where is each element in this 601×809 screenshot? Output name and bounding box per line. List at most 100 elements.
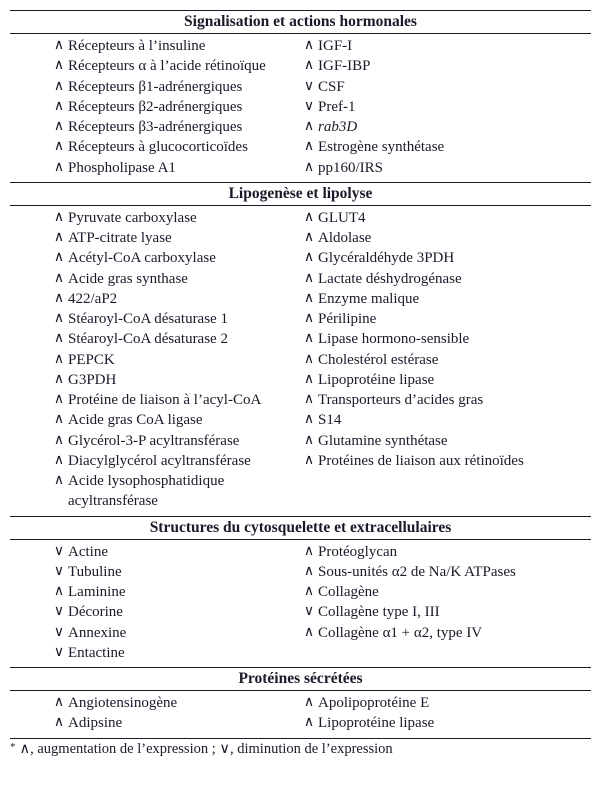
section-rows: ∧Pyruvate carboxylase∧GLUT4∧ATP-citrate …	[10, 206, 591, 514]
cell-right: ∧Glutamine synthétase	[300, 431, 591, 451]
cell-left: ∧Adipsine	[10, 713, 300, 733]
table-row: ∧Phospholipase A1∧pp160/IRS	[10, 158, 591, 178]
cell-text: G3PDH	[68, 370, 300, 390]
table-row: ∧Protéine de liaison à l’acyl-CoA∧Transp…	[10, 390, 591, 410]
caret-up-icon: ∧	[300, 329, 318, 349]
cell-text: Acétyl-CoA carboxylase	[68, 248, 300, 268]
caret-up-icon: ∧	[50, 248, 68, 268]
table-row: ∧Acide lysophosphatidique acyltransféras…	[10, 471, 591, 512]
caret-up-icon: ∧	[50, 471, 68, 491]
cell-left: ∧Pyruvate carboxylase	[10, 208, 300, 228]
cell-text: IGF-I	[318, 36, 591, 56]
cell-text: Acide gras CoA ligase	[68, 410, 300, 430]
cell-right: ∧Protéines de liaison aux rétinoïdes	[300, 451, 591, 471]
cell-right: ∧Sous-unités α2 de Na/K ATPases	[300, 562, 591, 582]
cell-right: ∧Protéoglycan	[300, 542, 591, 562]
caret-up-icon: ∧	[300, 390, 318, 410]
cell-text: Acide gras synthase	[68, 269, 300, 289]
footnote-star: *	[10, 741, 20, 758]
section-header: Signalisation et actions hormonales	[10, 10, 591, 34]
caret-up-icon: ∧	[50, 370, 68, 390]
caret-up-icon: ∧	[300, 542, 318, 562]
cell-right: ∧Lipoprotéine lipase	[300, 370, 591, 390]
cell-text: Enzyme malique	[318, 289, 591, 309]
caret-up-icon: ∧	[300, 228, 318, 248]
cell-text: Estrogène synthétase	[318, 137, 591, 157]
cell-right: ∧Transporteurs d’acides gras	[300, 390, 591, 410]
cell-text: Collagène	[318, 582, 591, 602]
caret-up-icon: ∧	[50, 329, 68, 349]
caret-down-icon: ∨	[50, 643, 68, 663]
cell-left: ∧Récepteurs β1-adrénergiques	[10, 77, 300, 97]
table-row: ∧Récepteurs β3-adrénergiques∧rab3D	[10, 117, 591, 137]
caret-up-icon: ∧	[50, 269, 68, 289]
section-rows: ∧Récepteurs à l’insuline∧IGF-I∧Récepteur…	[10, 34, 591, 180]
cell-right: ∧Collagène	[300, 582, 591, 602]
cell-left: ∧Stéaroyl-CoA désaturase 2	[10, 329, 300, 349]
cell-text: PEPCK	[68, 350, 300, 370]
table-row: ∧PEPCK∧Cholestérol estérase	[10, 350, 591, 370]
cell-text: Sous-unités α2 de Na/K ATPases	[318, 562, 591, 582]
caret-up-icon: ∧	[300, 451, 318, 471]
cell-left: ∨Annexine	[10, 623, 300, 643]
cell-left: ∧ATP-citrate lyase	[10, 228, 300, 248]
cell-text: Stéaroyl-CoA désaturase 1	[68, 309, 300, 329]
cell-text: Acide lysophosphatidique acyltransférase	[68, 471, 300, 512]
table-row: ∧Stéaroyl-CoA désaturase 1∧Périlipine	[10, 309, 591, 329]
table-row: ∧422/aP2∧Enzyme malique	[10, 289, 591, 309]
table-row: ∧Récepteurs β2-adrénergiques∨Pref-1	[10, 97, 591, 117]
cell-left: ∧Acide gras synthase	[10, 269, 300, 289]
cell-right: ∧Glycéraldéhyde 3PDH	[300, 248, 591, 268]
caret-down-icon: ∨	[300, 602, 318, 622]
cell-text: rab3D	[318, 117, 591, 137]
caret-up-icon: ∧	[50, 289, 68, 309]
caret-up-icon: ∧	[300, 248, 318, 268]
table-row: ∨Annexine∧Collagène α1 + α2, type IV	[10, 623, 591, 643]
caret-up-icon: ∧	[300, 623, 318, 643]
cell-text: Récepteurs à l’insuline	[68, 36, 300, 56]
table-row: ∧Récepteurs à glucocorticoïdes∧Estrogène…	[10, 137, 591, 157]
cell-text: pp160/IRS	[318, 158, 591, 178]
caret-up-icon: ∧	[300, 309, 318, 329]
cell-text: Adipsine	[68, 713, 300, 733]
table-row: ∧Pyruvate carboxylase∧GLUT4	[10, 208, 591, 228]
cell-right: ∧Lipase hormono-sensible	[300, 329, 591, 349]
caret-up-icon: ∧	[50, 137, 68, 157]
cell-text: Décorine	[68, 602, 300, 622]
cell-text: Entactine	[68, 643, 300, 663]
caret-down-icon: ∨	[300, 97, 318, 117]
cell-right: ∧Lipoprotéine lipase	[300, 713, 591, 733]
table-row: ∧Glycérol-3-P acyltransférase∧Glutamine …	[10, 431, 591, 451]
caret-up-icon: ∧	[50, 97, 68, 117]
cell-right: ∧IGF-IBP	[300, 56, 591, 76]
cell-text: Stéaroyl-CoA désaturase 2	[68, 329, 300, 349]
cell-text: IGF-IBP	[318, 56, 591, 76]
caret-up-icon: ∧	[50, 117, 68, 137]
cell-text: Récepteurs β2-adrénergiques	[68, 97, 300, 117]
cell-left: ∧Laminine	[10, 582, 300, 602]
cell-right: ∧Estrogène synthétase	[300, 137, 591, 157]
cell-left: ∧Glycérol-3-P acyltransférase	[10, 431, 300, 451]
caret-up-icon: ∧	[50, 228, 68, 248]
cell-text: Pyruvate carboxylase	[68, 208, 300, 228]
cell-left: ∨Actine	[10, 542, 300, 562]
table-row: ∧Récepteurs α à l’acide rétinoïque∧IGF-I…	[10, 56, 591, 76]
cell-left: ∧G3PDH	[10, 370, 300, 390]
cell-text: Transporteurs d’acides gras	[318, 390, 591, 410]
section-header: Structures du cytosquelette et extracell…	[10, 516, 591, 540]
cell-right: ∨Collagène type I, III	[300, 602, 591, 622]
caret-up-icon: ∧	[300, 693, 318, 713]
cell-left: ∧PEPCK	[10, 350, 300, 370]
cell-right: ∧Aldolase	[300, 228, 591, 248]
section-rows: ∧Angiotensinogène∧Apolipoprotéine E∧Adip…	[10, 691, 591, 736]
caret-up-icon: ∧	[300, 158, 318, 178]
cell-right: ∧Périlipine	[300, 309, 591, 329]
table-row: ∧Acide gras CoA ligase∧S14	[10, 410, 591, 430]
section-header: Protéines sécrétées	[10, 667, 591, 691]
caret-down-icon: ∨	[50, 602, 68, 622]
caret-up-icon: ∧	[50, 390, 68, 410]
cell-text: ATP-citrate lyase	[68, 228, 300, 248]
caret-up-icon: ∧	[300, 562, 318, 582]
cell-left: ∧Acide gras CoA ligase	[10, 410, 300, 430]
cell-text: Périlipine	[318, 309, 591, 329]
